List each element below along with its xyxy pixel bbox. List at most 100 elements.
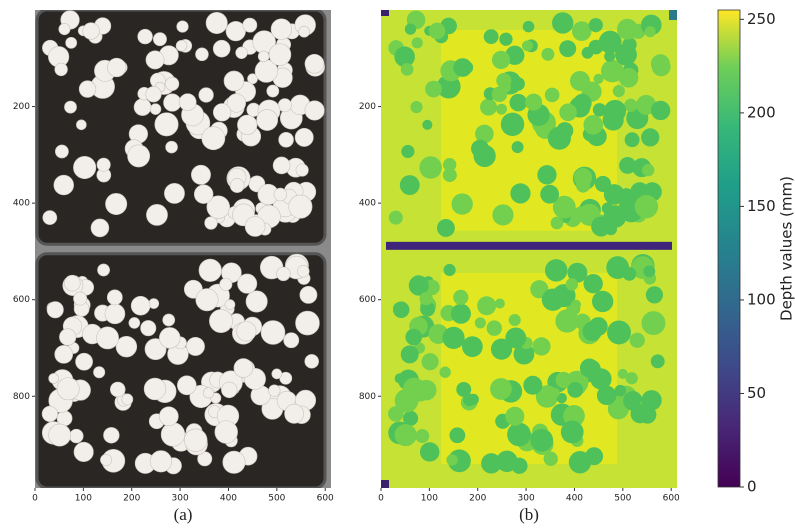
mushroom [134, 99, 151, 116]
mushroom-depth [522, 40, 533, 51]
x-tick-label: 0 [32, 494, 38, 504]
mushroom [98, 264, 110, 276]
mushroom [47, 302, 63, 318]
mushroom-depth [395, 424, 417, 446]
mushroom-depth [623, 267, 637, 281]
mushroom [277, 267, 291, 281]
mushroom-depth [589, 18, 603, 32]
mushroom-depth [456, 382, 471, 397]
mushroom [269, 385, 281, 397]
mushroom-depth [615, 44, 637, 66]
y-tick-label: 600 [359, 295, 376, 305]
mushroom [272, 369, 282, 379]
mushroom-depth [389, 211, 403, 225]
mushroom [57, 411, 72, 426]
mushroom-depth [400, 175, 420, 195]
mushroom-depth [642, 311, 666, 335]
mushroom-depth [603, 109, 624, 130]
mushroom-depth [419, 292, 432, 305]
mushroom-depth [444, 264, 456, 276]
mushroom-depth [630, 333, 645, 348]
mushroom [150, 451, 171, 472]
mushroom-depth [548, 127, 571, 150]
mushroom-depth [625, 132, 640, 147]
mushroom-depth [624, 99, 637, 112]
y-tick-label: 800 [359, 392, 376, 402]
mushroom [269, 44, 291, 66]
mushroom-depth [582, 47, 594, 59]
mushroom [245, 217, 265, 237]
mushroom-depth [496, 104, 507, 115]
x-tick-label: 200 [469, 494, 486, 504]
mushroom [42, 406, 58, 422]
mushroom-depth [443, 158, 456, 171]
mushroom-depth [635, 195, 658, 218]
mushroom-depth [525, 94, 542, 111]
mushroom [150, 104, 161, 115]
mushroom-depth [549, 388, 559, 398]
mushroom [237, 274, 256, 293]
mushroom [191, 165, 210, 184]
mushroom [96, 327, 118, 349]
mushroom [76, 120, 86, 130]
mushroom [163, 314, 175, 326]
mushroom [243, 18, 257, 32]
mushroom [100, 454, 111, 465]
mushroom [271, 19, 292, 40]
corner [381, 480, 389, 488]
mushroom [205, 217, 218, 230]
mushroom [146, 51, 164, 69]
mushroom [203, 388, 213, 398]
mushroom-depth [530, 429, 553, 452]
mushroom-depth [484, 29, 499, 44]
mushroom-depth [651, 54, 670, 73]
mushroom-depth [646, 286, 663, 303]
y-tick-label: 400 [359, 199, 376, 209]
mushroom-depth [453, 58, 472, 77]
mushroom-depth [541, 48, 554, 61]
mushroom [258, 51, 269, 62]
mushroom-depth [641, 128, 659, 146]
panel-label: (b) [519, 505, 539, 524]
mushroom [295, 128, 313, 146]
mushroom-depth [509, 314, 521, 326]
mushroom-depth [592, 291, 613, 312]
mushroom [284, 333, 299, 348]
mushroom [164, 183, 184, 203]
mushroom [267, 85, 279, 97]
corner [381, 10, 389, 16]
mushroom-depth [583, 274, 602, 293]
mushroom-depth [545, 259, 568, 282]
mushroom-depth [405, 329, 422, 346]
mushroom [237, 115, 257, 135]
mushroom [129, 317, 140, 328]
colorbar-tick-label: 150 [747, 197, 776, 215]
mushroom [177, 21, 189, 33]
mushroom-depth [555, 309, 578, 332]
mushroom [49, 373, 59, 383]
mushroom-depth [645, 26, 656, 37]
mushroom-depth [617, 19, 638, 40]
mushroom-depth [576, 178, 590, 192]
mushroom-depth [429, 23, 446, 40]
mushroom-depth [551, 217, 564, 230]
x-tick-label: 500 [614, 494, 631, 504]
mushroom [237, 321, 257, 341]
mushroom-depth [395, 373, 405, 383]
mushroom-depth [401, 145, 414, 158]
mushroom-depth [510, 183, 530, 203]
mushroom [110, 382, 125, 397]
x-tick-label: 100 [75, 494, 92, 504]
mushroom-depth [505, 407, 524, 426]
depth-map [381, 10, 677, 488]
mushroom [66, 37, 77, 48]
mushroom-depth [643, 265, 655, 277]
mushroom-depth [507, 423, 531, 447]
mushroom [83, 23, 100, 40]
mushroom-depth [410, 275, 426, 291]
mushroom-depth [552, 12, 573, 33]
mushroom-depth [388, 406, 404, 422]
mushroom-depth [451, 193, 472, 214]
mushroom [159, 327, 180, 348]
mushroom-depth [419, 156, 442, 179]
